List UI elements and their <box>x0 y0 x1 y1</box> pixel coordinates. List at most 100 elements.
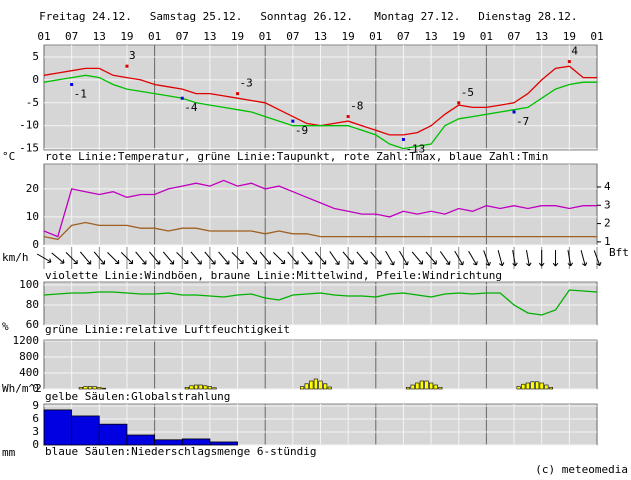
hour-label: 01 <box>37 30 50 43</box>
precip-bar <box>98 423 128 446</box>
day-label: Freitag 24.12. <box>39 10 132 23</box>
radiation-bar <box>521 383 526 390</box>
hour-label: 01 <box>590 30 603 43</box>
radiation-bar <box>198 384 203 390</box>
tmax-dot <box>567 60 571 64</box>
day-label: Sonntag 26.12. <box>260 10 353 23</box>
wind-arrow <box>580 250 588 267</box>
radiation-bar <box>203 385 208 390</box>
wind-arrow <box>301 251 313 265</box>
hour-label: 07 <box>286 30 299 43</box>
radiation-bar <box>97 387 102 390</box>
radiation-bar <box>189 385 194 390</box>
tmin-label: -13 <box>405 142 425 155</box>
hour-label: 01 <box>480 30 493 43</box>
precip-bar <box>43 409 73 446</box>
y2-tick-label: 2 <box>604 217 611 230</box>
wind-arrow <box>385 250 395 266</box>
y2-tick-label: 4 <box>604 180 611 193</box>
radiation-bar <box>415 382 420 390</box>
radiation-bar <box>87 386 93 390</box>
tmin-label: -1 <box>74 87 87 100</box>
wind-arrow <box>370 251 382 265</box>
y2-tick-label: 1 <box>604 235 611 248</box>
y-label: °C <box>2 150 15 163</box>
radiation-bar <box>405 387 411 390</box>
hour-label: 13 <box>535 30 548 43</box>
radiation-bar <box>193 384 199 390</box>
precip-bar <box>209 441 238 446</box>
y-tick-label: -5 <box>26 96 39 109</box>
wind-arrow <box>231 251 244 265</box>
y-label: mm <box>2 446 16 459</box>
y-tick-label: 400 <box>19 366 39 379</box>
wind-arrow <box>329 251 340 266</box>
wind-arrow <box>287 251 299 265</box>
y-tick-label: 9 <box>32 399 39 412</box>
wind-arrow <box>439 251 451 266</box>
radiation-bar <box>525 382 530 390</box>
wind-arrow <box>512 250 518 267</box>
wind-arrow <box>259 251 271 265</box>
y-tick-label: 100 <box>19 278 39 291</box>
tmax-label: 4 <box>571 45 578 58</box>
wind-arrow <box>36 253 52 264</box>
wind-arrow <box>176 251 189 265</box>
radiation-bar <box>304 383 309 390</box>
hour-label: 19 <box>231 30 244 43</box>
radiation-bar <box>299 386 305 390</box>
wind-arrow <box>218 251 230 265</box>
wind-arrow <box>93 251 105 265</box>
radiation-bar <box>184 387 189 390</box>
radiation-bar <box>424 380 429 390</box>
wind-arrow <box>314 251 327 265</box>
hour-label: 01 <box>259 30 272 43</box>
radiation-bar <box>548 387 554 390</box>
radiation-bar <box>327 386 332 390</box>
y-tick-label: 0 <box>32 382 39 395</box>
tmax-dot <box>457 101 461 105</box>
wind-arrow <box>356 251 368 265</box>
wind-arrow <box>525 250 532 267</box>
y-tick-label: 6 <box>32 412 39 425</box>
tmax-dot <box>125 64 129 68</box>
tmin-dot <box>401 137 405 141</box>
hour-label: 13 <box>424 30 437 43</box>
wind-arrow <box>51 252 65 264</box>
wind-arrow <box>204 251 216 265</box>
hour-label: 07 <box>176 30 189 43</box>
hour-label: 07 <box>65 30 78 43</box>
wind-arrow <box>538 250 545 267</box>
wind-arrow <box>468 250 478 266</box>
day-label: Montag 27.12. <box>374 10 460 23</box>
tmax-label: -8 <box>350 100 363 113</box>
hour-label: 19 <box>120 30 133 43</box>
tmin-label: -4 <box>184 101 198 114</box>
radiation-bar <box>534 381 540 390</box>
legend-text: gelbe Säulen:Globalstrahlung <box>45 390 230 403</box>
tmax-label: -5 <box>461 86 474 99</box>
legend-text: rote Linie:Temperatur, grüne Linie:Taupu… <box>45 150 548 163</box>
y-tick-label: 60 <box>26 318 39 331</box>
wind-arrow <box>497 250 505 267</box>
y-tick-label: -10 <box>19 119 39 132</box>
wind-arrow <box>245 251 258 265</box>
line-0 <box>43 179 597 238</box>
legend-text: blaue Säulen:Niederschlagsmenge 6-stündi… <box>45 445 317 458</box>
radiation-bar <box>530 381 535 390</box>
copyright: (c) meteomedia <box>535 463 628 476</box>
wind-arrow <box>273 251 286 265</box>
y-tick-label: 1200 <box>13 334 40 347</box>
wind-arrow <box>149 251 161 265</box>
wind-arrow <box>454 250 464 266</box>
radiation-bar <box>318 380 323 390</box>
line-1 <box>43 221 597 241</box>
hour-label: 01 <box>148 30 161 43</box>
y-tick-label: 3 <box>32 425 39 438</box>
hour-label: 19 <box>452 30 465 43</box>
y-tick-label: 20 <box>26 182 39 195</box>
precip-bar <box>126 434 155 446</box>
radiation-bar <box>212 387 217 390</box>
radiation-bar <box>78 387 83 390</box>
hour-label: 07 <box>397 30 410 43</box>
